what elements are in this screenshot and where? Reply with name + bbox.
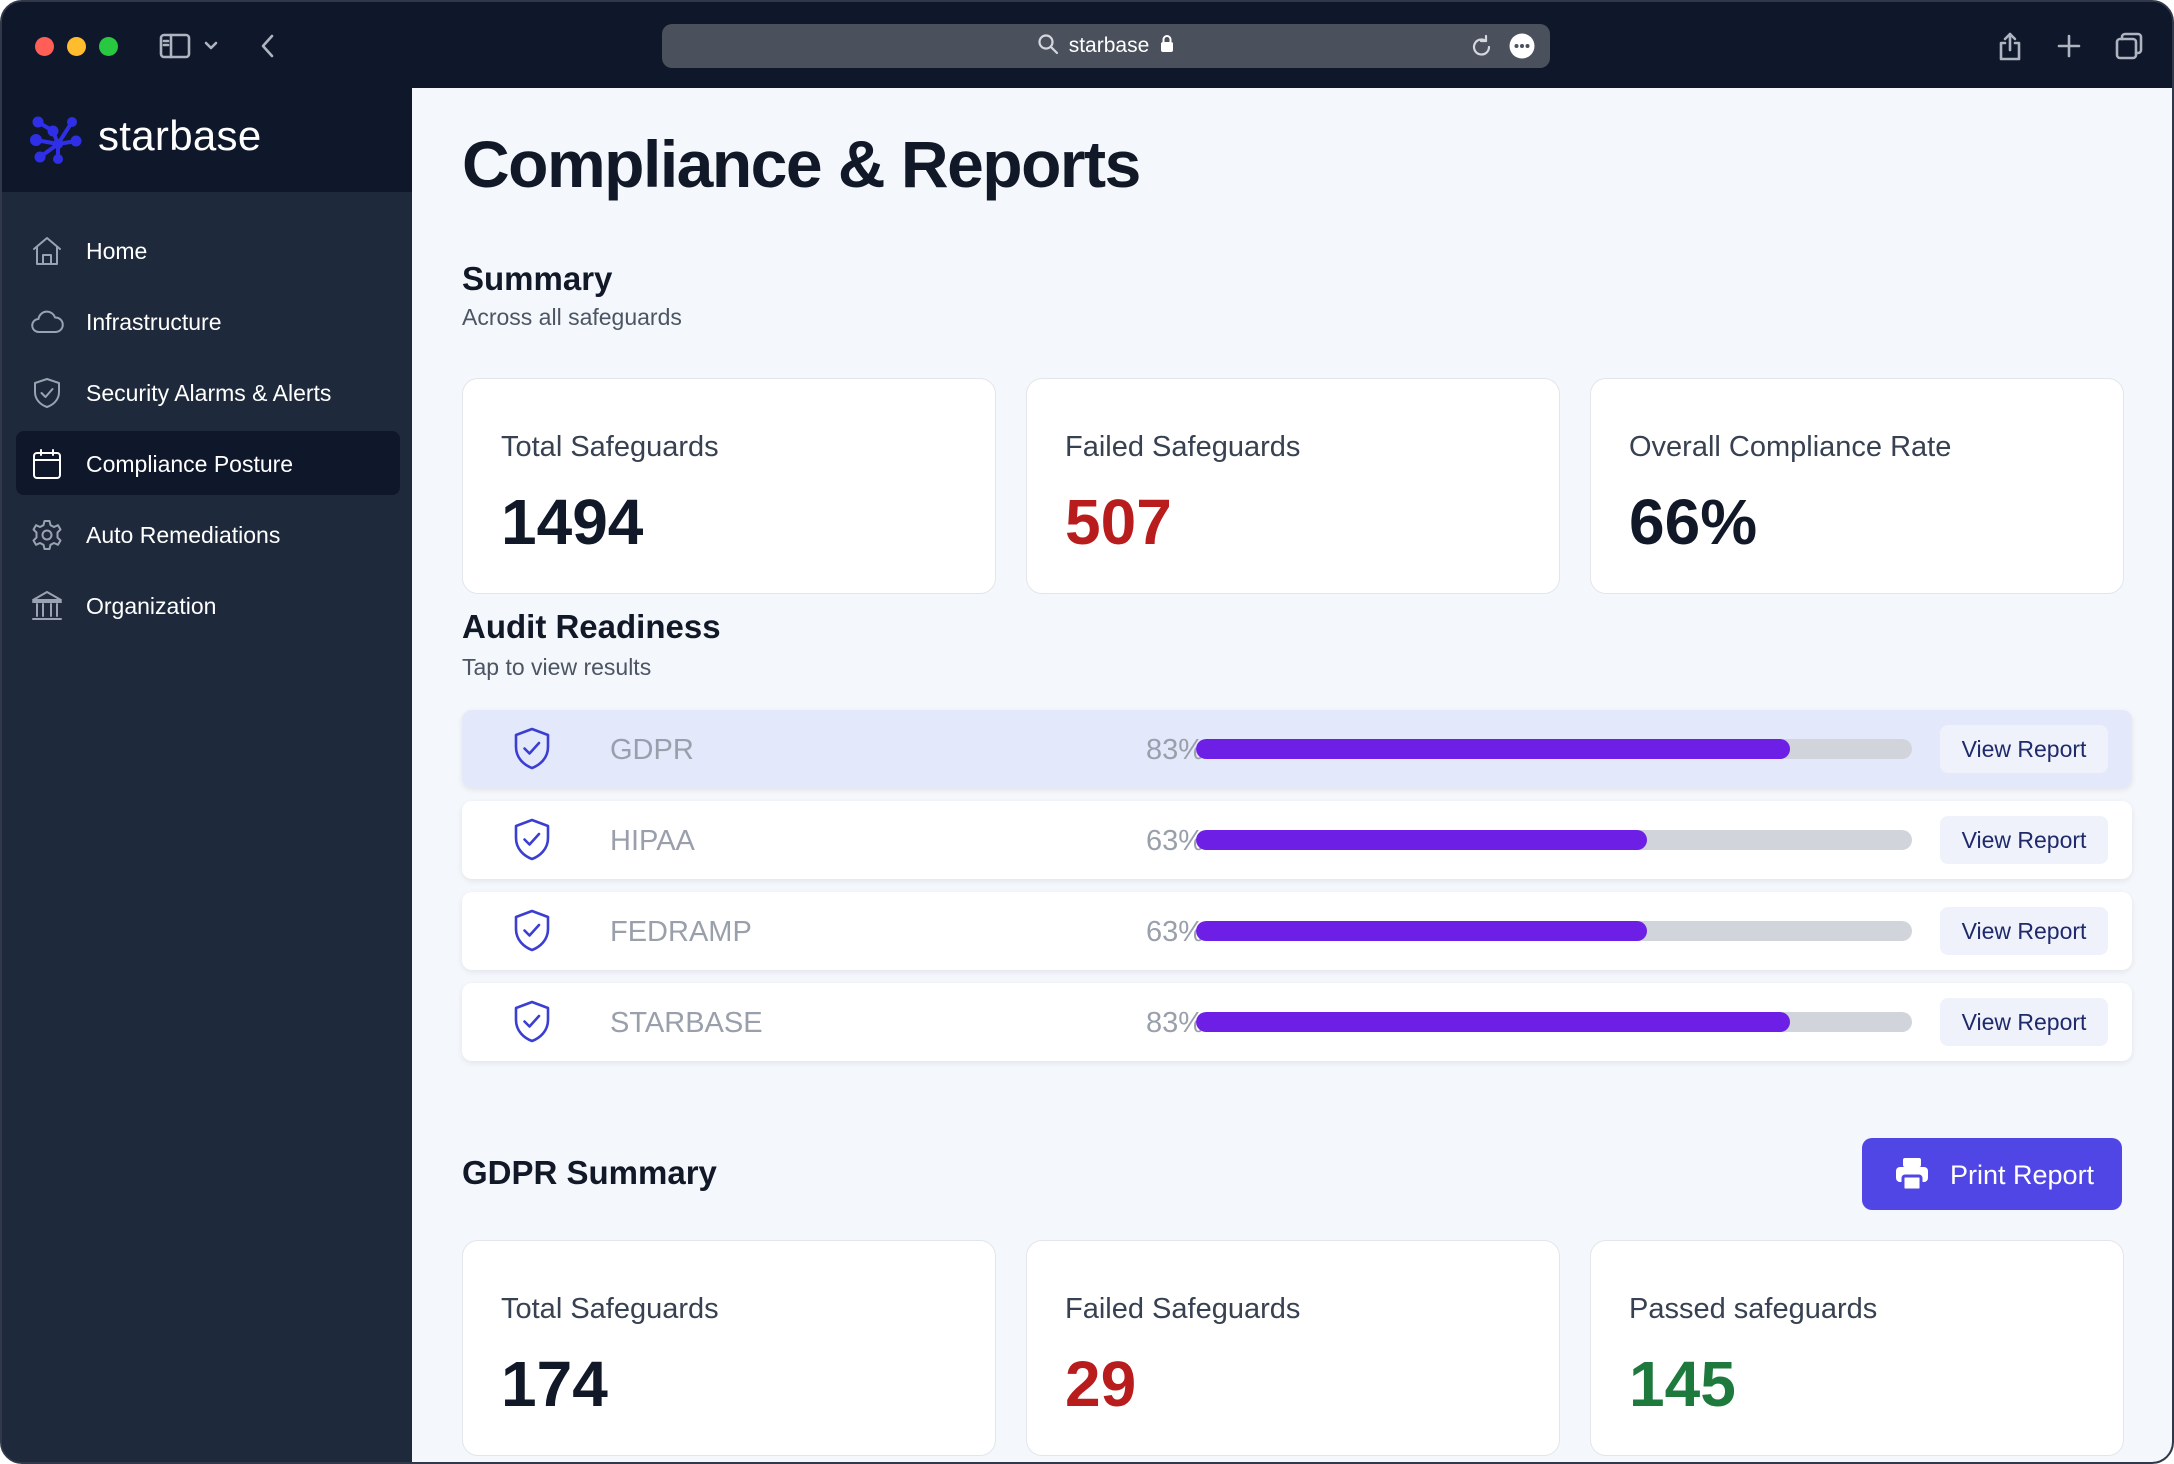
- gdpr-summary-title: GDPR Summary: [462, 1154, 717, 1191]
- chevron-down-icon[interactable]: [199, 28, 223, 64]
- sidebar-item-auto-remediations[interactable]: Auto Remediations: [16, 502, 400, 566]
- gear-icon: [30, 518, 64, 552]
- lock-icon: [1159, 34, 1175, 59]
- sidebar: starbase Home Infrastructure Security Al…: [2, 88, 412, 1462]
- summary-subtitle: Across all safeguards: [462, 304, 682, 330]
- home-icon: [30, 234, 64, 268]
- brand-name: starbase: [98, 112, 262, 159]
- gdpr-failed-safeguards-card: Failed Safeguards 29: [1026, 1240, 1560, 1456]
- stat-label: Overall Compliance Rate: [1629, 431, 1952, 463]
- shield-check-icon: [508, 907, 556, 955]
- calendar-icon: [30, 447, 64, 481]
- sidebar-item-infrastructure[interactable]: Infrastructure: [16, 289, 400, 353]
- address-bar[interactable]: starbase: [662, 24, 1550, 68]
- sidebar-item-label: Auto Remediations: [86, 522, 281, 548]
- readiness-percent: 63%: [1145, 825, 1204, 857]
- readiness-progress-bar: [1196, 1012, 1912, 1032]
- main-content: Compliance & Reports Summary Across all …: [412, 88, 2172, 1462]
- print-report-button[interactable]: Print Report: [1862, 1138, 2122, 1210]
- tabs-overview-icon[interactable]: [2111, 28, 2147, 64]
- stat-value: 145: [1629, 1348, 1736, 1420]
- shield-check-icon: [508, 725, 556, 773]
- view-report-button[interactable]: View Report: [1940, 907, 2108, 955]
- sidebar-item-label: Organization: [86, 593, 217, 619]
- framework-name: GDPR: [610, 734, 694, 766]
- stat-label: Passed safeguards: [1629, 1293, 1878, 1325]
- gdpr-total-safeguards-card: Total Safeguards 174: [462, 1240, 996, 1456]
- cloud-icon: [30, 305, 64, 339]
- audit-readiness-subtitle: Tap to view results: [462, 654, 652, 680]
- shield-icon: [30, 376, 64, 410]
- summary-title: Summary: [462, 260, 613, 297]
- audit-row-fedramp[interactable]: FEDRAMP 63% View Report: [462, 892, 2132, 970]
- stat-label: Total Safeguards: [501, 431, 719, 463]
- readiness-progress-bar: [1196, 830, 1912, 850]
- starbase-logo-icon: [28, 114, 84, 166]
- stat-value: 507: [1065, 486, 1172, 558]
- stat-value: 1494: [501, 486, 644, 558]
- share-icon[interactable]: [1992, 28, 2028, 64]
- readiness-progress-fill: [1196, 921, 1648, 941]
- stat-label: Total Safeguards: [501, 1293, 719, 1325]
- sidebar-toggle-icon[interactable]: [157, 28, 193, 64]
- shield-check-icon: [508, 998, 556, 1046]
- framework-name: HIPAA: [610, 825, 695, 857]
- brand-header[interactable]: starbase: [2, 88, 412, 192]
- sidebar-item-organization[interactable]: Organization: [16, 573, 400, 637]
- address-text: starbase: [1068, 34, 1150, 57]
- readiness-progress-fill: [1196, 830, 1648, 850]
- total-safeguards-card: Total Safeguards 1494: [462, 378, 996, 594]
- readiness-progress-fill: [1196, 1012, 1791, 1032]
- stat-label: Failed Safeguards: [1065, 431, 1301, 463]
- readiness-percent: 63%: [1145, 916, 1204, 948]
- minimize-window-button[interactable]: [67, 37, 86, 56]
- audit-row-gdpr[interactable]: GDPR 83% View Report: [462, 710, 2132, 788]
- audit-readiness-list: GDPR 83% View Report HIPAA 63% View Repo…: [462, 710, 2132, 1074]
- print-report-label: Print Report: [1950, 1160, 2095, 1190]
- gdpr-passed-safeguards-card: Passed safeguards 145: [1590, 1240, 2124, 1456]
- sidebar-item-label: Compliance Posture: [86, 451, 294, 477]
- sidebar-item-label: Security Alarms & Alerts: [86, 380, 332, 406]
- readiness-progress-bar: [1196, 921, 1912, 941]
- failed-safeguards-card: Failed Safeguards 507: [1026, 378, 1560, 594]
- printer-icon: [1894, 1156, 1930, 1192]
- back-icon[interactable]: [250, 28, 286, 64]
- browser-titlebar: starbase: [2, 2, 2172, 88]
- audit-readiness-title: Audit Readiness: [462, 608, 721, 645]
- framework-name: STARBASE: [610, 1007, 763, 1039]
- stat-value: 174: [501, 1348, 608, 1420]
- framework-name: FEDRAMP: [610, 916, 752, 948]
- view-report-button[interactable]: View Report: [1940, 998, 2108, 1046]
- sidebar-item-label: Home: [86, 238, 148, 264]
- audit-row-hipaa[interactable]: HIPAA 63% View Report: [462, 801, 2132, 879]
- sidebar-item-label: Infrastructure: [86, 309, 222, 335]
- more-icon[interactable]: [1508, 32, 1536, 65]
- compliance-rate-card: Overall Compliance Rate 66%: [1590, 378, 2124, 594]
- audit-row-starbase[interactable]: STARBASE 83% View Report: [462, 983, 2132, 1061]
- zoom-window-button[interactable]: [99, 37, 118, 56]
- sidebar-nav: Home Infrastructure Security Alarms & Al…: [16, 218, 400, 644]
- view-report-button[interactable]: View Report: [1940, 725, 2108, 773]
- sidebar-item-security-alarms[interactable]: Security Alarms & Alerts: [16, 360, 400, 424]
- sidebar-item-compliance-posture[interactable]: Compliance Posture: [16, 431, 400, 495]
- readiness-progress-fill: [1196, 739, 1791, 759]
- bank-icon: [30, 589, 64, 623]
- readiness-progress-bar: [1196, 739, 1912, 759]
- view-report-button[interactable]: View Report: [1940, 816, 2108, 864]
- readiness-percent: 83%: [1145, 1007, 1204, 1039]
- stat-label: Failed Safeguards: [1065, 1293, 1301, 1325]
- stat-value: 66%: [1629, 486, 1758, 558]
- sidebar-item-home[interactable]: Home: [16, 218, 400, 282]
- reload-icon[interactable]: [1470, 33, 1494, 64]
- readiness-percent: 83%: [1145, 734, 1204, 766]
- new-tab-icon[interactable]: [2051, 28, 2087, 64]
- search-icon: [1037, 33, 1059, 60]
- shield-check-icon: [508, 816, 556, 864]
- stat-value: 29: [1065, 1348, 1137, 1420]
- page-title: Compliance & Reports: [462, 127, 1141, 201]
- close-window-button[interactable]: [35, 37, 54, 56]
